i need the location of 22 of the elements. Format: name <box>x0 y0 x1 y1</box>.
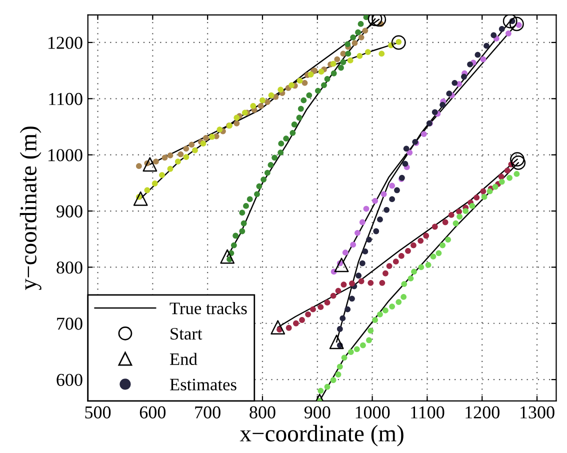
x-tick-label: 1100 <box>411 406 444 418</box>
y-tick-label: 900 <box>56 205 82 218</box>
y-tick-label: 1200 <box>48 36 82 49</box>
legend-label: Estimates <box>170 378 236 390</box>
legend-label: Start <box>170 328 202 340</box>
x-tick-label: 1300 <box>520 406 554 418</box>
x-tick-label: 700 <box>195 406 220 418</box>
y-tick-label: 1000 <box>48 149 82 162</box>
x-tick-label: 600 <box>140 406 166 418</box>
x-tick-label: 1000 <box>356 406 390 418</box>
x-axis-title: x−coordinate (m) <box>240 424 404 446</box>
y-tick-label: 700 <box>57 318 82 330</box>
legend-label: End <box>170 352 198 366</box>
x-tick-label: 800 <box>250 406 276 418</box>
x-tick-label: 1200 <box>466 406 500 418</box>
y-tick-label: 600 <box>56 374 82 386</box>
x-tick-label: 500 <box>85 406 111 418</box>
y-tick-label: 1100 <box>49 92 82 106</box>
y-axis-title: y−coordinate (m) <box>20 126 42 290</box>
y-tick-label: 800 <box>56 261 82 274</box>
legend-label: True tracks <box>170 302 247 314</box>
x-tick-label: 900 <box>304 406 330 418</box>
